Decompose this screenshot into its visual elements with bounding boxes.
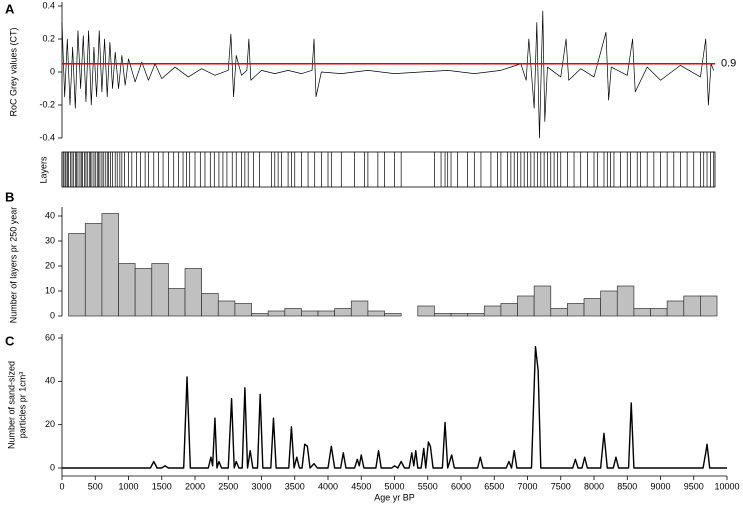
y-axis-label: particles pr 1cm³: [17, 372, 27, 439]
bar: [533, 285, 552, 317]
bar: [68, 233, 86, 317]
x-tick-label: 0: [59, 481, 64, 491]
x-tick-label: 3000: [251, 481, 271, 491]
x-tick-label: 500: [88, 481, 103, 491]
y-tick-label: 0.4: [42, 0, 55, 10]
y-tick-label: 0: [50, 66, 55, 76]
data-line: [61, 10, 715, 139]
x-tick-label: 6500: [484, 481, 504, 491]
bar: [317, 310, 335, 317]
bar: [350, 300, 369, 317]
x-tick-label: 7500: [551, 481, 571, 491]
data-line: [62, 345, 727, 469]
bar: [517, 295, 535, 317]
y-tick-label: 20: [45, 419, 55, 429]
bar: [450, 313, 468, 317]
x-tick-label: 8500: [617, 481, 637, 491]
bar: [666, 300, 685, 317]
x-tick-label: 4500: [351, 481, 371, 491]
bar: [700, 295, 718, 317]
x-tick-label: 10000: [714, 481, 739, 491]
bar: [384, 313, 402, 317]
x-tick-label: 8000: [584, 481, 604, 491]
bar: [467, 313, 485, 317]
y-tick-label: 0: [50, 310, 55, 320]
x-tick-label: 9000: [650, 481, 670, 491]
bar: [483, 305, 502, 317]
x-tick-label: 7000: [517, 481, 537, 491]
bar: [101, 213, 119, 317]
y-tick-label: -0.2: [39, 99, 55, 109]
y-axis-label: RoC Grey values (CT): [8, 27, 18, 116]
y-tick-label: 10: [45, 285, 55, 295]
x-axis-label: Age yr BP: [374, 492, 415, 502]
bar: [251, 313, 269, 317]
x-tick-label: 1500: [152, 481, 172, 491]
x-tick-label: 2000: [185, 481, 205, 491]
bar: [434, 313, 452, 317]
bar: [217, 300, 236, 317]
y-tick-label: 40: [45, 376, 55, 386]
x-tick-label: 4000: [318, 481, 338, 491]
y-tick-label: 0: [50, 462, 55, 472]
bar: [550, 308, 568, 317]
x-tick-label: 2500: [218, 481, 238, 491]
bar: [184, 268, 202, 317]
bar: [650, 308, 668, 317]
y-axis-label: Layers: [38, 156, 48, 184]
bar: [134, 268, 153, 317]
bar: [284, 308, 302, 317]
y-tick-label: 20: [45, 260, 55, 270]
panel-label: A: [5, 1, 15, 16]
y-axis-label: Number of layers pr 250 year: [8, 207, 18, 324]
y-tick-label: 60: [45, 332, 55, 342]
bar: [301, 310, 319, 317]
x-tick-label: 5000: [384, 481, 404, 491]
panel-label: C: [5, 333, 15, 348]
bar: [118, 263, 136, 317]
bar: [151, 263, 169, 317]
bar: [683, 295, 701, 317]
bar: [583, 298, 602, 317]
bar: [334, 308, 352, 317]
bar: [500, 303, 518, 317]
x-tick-label: 9500: [684, 481, 704, 491]
panel-label: B: [5, 189, 14, 204]
x-tick-label: 3500: [285, 481, 305, 491]
bar: [201, 293, 219, 317]
x-tick-label: 1000: [118, 481, 138, 491]
bar: [600, 290, 618, 317]
bar: [234, 303, 252, 317]
bar: [267, 310, 286, 317]
bar: [417, 305, 435, 317]
y-axis-label: Number of sand-sized: [6, 361, 16, 449]
bar: [616, 285, 635, 317]
bar: [567, 303, 585, 317]
bar: [168, 288, 186, 317]
bar: [367, 310, 385, 317]
bar: [84, 223, 103, 317]
bar: [633, 308, 651, 317]
x-tick-label: 6000: [451, 481, 471, 491]
y-tick-label: 30: [45, 235, 55, 245]
x-tick-label: 5500: [418, 481, 438, 491]
y-tick-label: 0.2: [42, 33, 55, 43]
y-tick-label: -0.4: [39, 132, 55, 142]
threshold-label: 0.9: [721, 58, 736, 70]
y-tick-label: 40: [45, 210, 55, 220]
